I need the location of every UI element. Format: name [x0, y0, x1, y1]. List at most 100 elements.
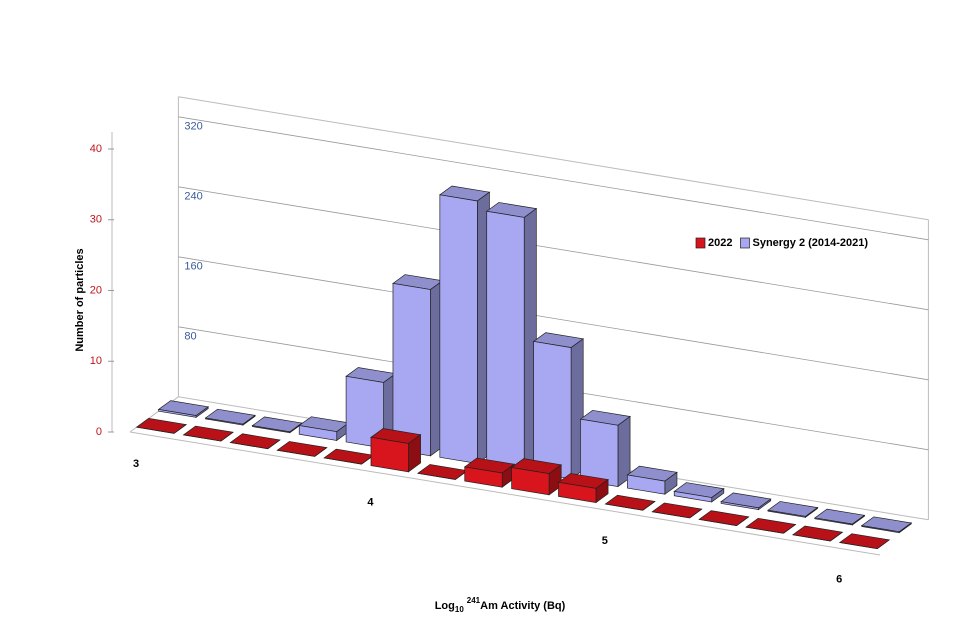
legend-label: Synergy 2 (2014-2021) — [752, 237, 868, 249]
bar-front — [839, 542, 878, 550]
bar-front — [767, 509, 806, 518]
bar — [838, 533, 891, 550]
bar — [745, 517, 797, 534]
bar-front — [136, 426, 175, 434]
bar — [251, 416, 303, 434]
bar-front — [230, 442, 268, 450]
bar-front — [861, 525, 900, 534]
bar-front — [605, 503, 643, 511]
grid-line — [178, 186, 929, 311]
bar — [157, 400, 210, 419]
bar — [791, 525, 844, 542]
grid-line — [178, 256, 929, 381]
bar-front — [252, 425, 291, 434]
bar-front — [792, 534, 831, 542]
bar-front — [205, 417, 244, 426]
bar — [182, 425, 234, 442]
bar-front — [464, 466, 503, 488]
bar-front — [673, 490, 713, 503]
bar — [204, 408, 256, 426]
y2-tick-label: 240 — [184, 191, 202, 203]
bar — [651, 502, 703, 519]
bar-side — [783, 524, 796, 534]
bar-side — [736, 516, 749, 526]
x-axis-label: Log10241Am Activity (Bq) — [435, 596, 566, 614]
grid-line — [178, 116, 929, 241]
bar — [626, 465, 678, 495]
bar-front — [558, 481, 597, 503]
y2-tick-label: 160 — [184, 261, 202, 273]
bar-side — [689, 508, 703, 519]
bar — [579, 409, 631, 488]
bar-front — [277, 449, 315, 457]
x-tick-label: 4 — [367, 497, 374, 509]
x-tick-label: 6 — [836, 574, 842, 586]
bar — [532, 332, 585, 480]
y2-tick-label: 80 — [184, 331, 196, 343]
x-label-text: Am Activity (Bq) — [480, 600, 565, 612]
x-tick-label: 3 — [133, 458, 139, 470]
bar-side — [314, 447, 328, 457]
bar-front — [158, 409, 197, 418]
y-tick-label: 30 — [90, 214, 102, 226]
bar — [698, 510, 750, 526]
y-tick-label: 40 — [90, 143, 102, 155]
bar-front — [745, 526, 784, 534]
bar — [557, 473, 609, 504]
bar-front — [439, 194, 478, 464]
bar — [767, 501, 819, 518]
bar — [673, 482, 725, 503]
bar-side — [642, 501, 656, 511]
bar — [323, 448, 375, 465]
bar — [276, 441, 328, 457]
bar — [135, 418, 188, 434]
bar-side — [220, 431, 234, 442]
y-axis-label: Number of particles — [74, 248, 86, 351]
y-tick-label: 0 — [96, 426, 102, 438]
bar-front — [814, 517, 853, 526]
bar — [720, 492, 772, 511]
y-tick-label: 10 — [90, 355, 102, 367]
bar-side — [173, 424, 187, 434]
bar-front — [324, 457, 362, 465]
bar-front — [511, 467, 550, 496]
bar-side — [267, 439, 281, 450]
legend-label: 2022 — [708, 237, 732, 249]
bar — [370, 428, 422, 473]
bar-front — [720, 501, 759, 511]
bar — [485, 202, 538, 472]
wall-edge — [129, 431, 881, 556]
bar — [604, 494, 656, 511]
bar — [463, 457, 516, 488]
bar — [438, 185, 491, 465]
legend-swatch — [740, 237, 750, 249]
bar — [860, 516, 913, 534]
bar-side — [877, 539, 890, 549]
y2-tick-label: 320 — [184, 121, 202, 133]
bar — [416, 464, 469, 480]
bar-front — [652, 511, 690, 519]
bar — [392, 274, 444, 457]
bar-front — [699, 519, 737, 526]
bar — [298, 416, 350, 442]
x-label-text: Log — [435, 600, 455, 612]
bar-front — [183, 434, 222, 442]
y-tick-label: 20 — [90, 284, 102, 296]
bar — [813, 508, 866, 526]
bar-front — [298, 425, 338, 441]
bar-front — [370, 436, 409, 473]
x-label-subscript: 10 — [455, 605, 464, 614]
wall-edge — [178, 96, 929, 221]
bar-front — [392, 282, 431, 457]
bar-front — [486, 210, 525, 472]
bar-front — [626, 474, 666, 495]
bar — [510, 458, 563, 496]
legend-swatch — [695, 237, 706, 249]
x-label-superscript: 241 — [467, 596, 481, 605]
x-tick-label: 5 — [602, 535, 608, 547]
bar-front — [533, 341, 572, 480]
bar — [229, 433, 281, 450]
bar-front — [417, 472, 456, 480]
bar-side — [830, 531, 843, 542]
